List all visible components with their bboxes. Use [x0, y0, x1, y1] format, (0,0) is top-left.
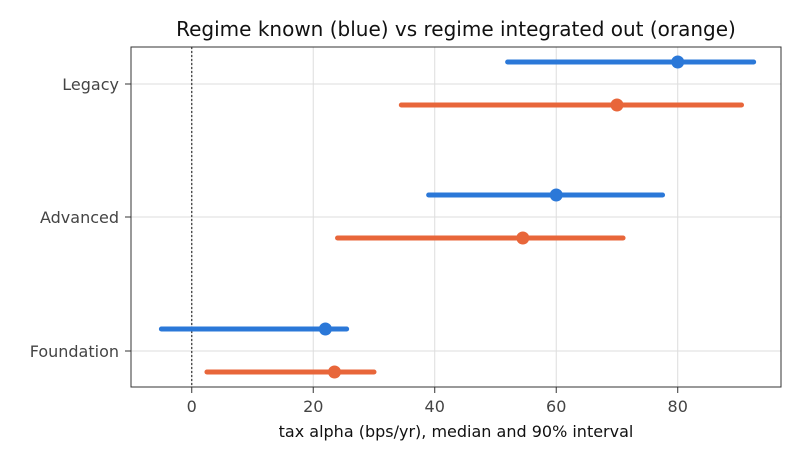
grid-lines — [131, 47, 781, 387]
x-tick-label: 0 — [187, 397, 197, 416]
x-tick-label: 40 — [425, 397, 445, 416]
median-point — [318, 322, 332, 336]
x-tick-label: 20 — [303, 397, 323, 416]
median-point — [549, 188, 563, 202]
x-tick-label: 80 — [668, 397, 688, 416]
median-point — [610, 98, 624, 112]
y-tick-label: Advanced — [40, 208, 119, 227]
y-tick-label: Legacy — [62, 75, 119, 94]
median-point — [328, 365, 342, 379]
x-axis-label: tax alpha (bps/yr), median and 90% inter… — [279, 422, 634, 441]
x-axis-ticks: 0 20 40 60 80 — [187, 387, 688, 416]
median-point — [516, 231, 530, 245]
chart-title: Regime known (blue) vs regime integrated… — [176, 17, 736, 41]
y-axis-ticks: Legacy Advanced Foundation — [30, 75, 131, 361]
y-tick-label: Foundation — [30, 342, 119, 361]
median-point — [671, 55, 685, 69]
interval-marks — [158, 55, 757, 379]
x-tick-label: 60 — [546, 397, 566, 416]
